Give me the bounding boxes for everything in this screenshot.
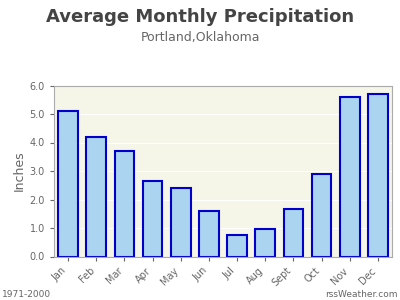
Bar xyxy=(171,188,191,256)
Bar xyxy=(284,209,303,256)
Bar xyxy=(114,151,134,256)
Text: rssWeather.com: rssWeather.com xyxy=(326,290,398,299)
Bar xyxy=(312,174,332,256)
Text: Average Monthly Precipitation: Average Monthly Precipitation xyxy=(46,8,354,26)
Bar xyxy=(227,235,247,256)
Bar xyxy=(58,111,78,256)
Bar xyxy=(255,230,275,256)
Text: 1971-2000: 1971-2000 xyxy=(2,290,51,299)
Text: Portland,Oklahoma: Portland,Oklahoma xyxy=(140,32,260,44)
Bar xyxy=(368,94,388,256)
Bar xyxy=(199,211,219,256)
Bar xyxy=(143,181,162,256)
Y-axis label: Inches: Inches xyxy=(12,151,26,191)
Bar xyxy=(340,97,360,256)
Bar xyxy=(86,137,106,256)
